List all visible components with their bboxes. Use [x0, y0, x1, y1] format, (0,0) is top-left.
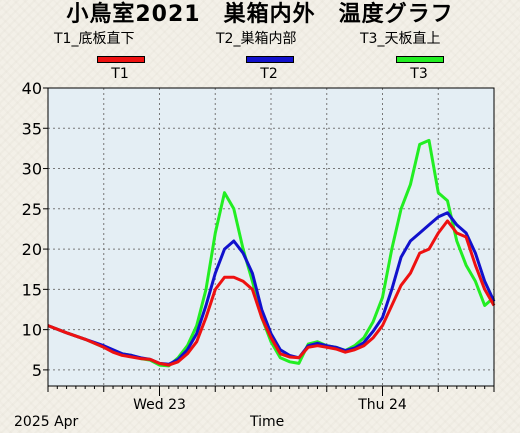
x-tick-label: Thu 24	[357, 397, 407, 413]
y-tick-label: 20	[22, 240, 42, 259]
legend-key-t1: T1	[111, 66, 129, 82]
x-tick-label: Wed 23	[133, 397, 186, 413]
y-tick-label: 5	[32, 361, 42, 380]
legend-label-t2: T2_巣箱内部	[216, 31, 297, 47]
legend-swatch-t1	[97, 56, 145, 63]
legend-key-t2: T2	[260, 66, 278, 82]
chart-title: 小鳥室2021 巣箱内外 温度グラフ	[66, 2, 454, 27]
legend-swatch-t2	[246, 56, 294, 63]
plot-frame	[47, 87, 495, 387]
legend-label-t1: T1_底板直下	[54, 31, 135, 47]
legend-label-t3: T3_天板直上	[360, 31, 441, 47]
y-tick-label: 35	[22, 119, 42, 138]
y-tick-label: 40	[22, 79, 42, 98]
y-tick-label: 10	[22, 321, 42, 340]
y-tick-label: 25	[22, 200, 42, 219]
legend-swatch-t3	[396, 56, 444, 63]
series-line-t1	[47, 219, 496, 367]
date-label: 2025 Apr	[14, 414, 79, 430]
y-tick-label: 30	[22, 160, 42, 179]
y-tick-label: 15	[22, 280, 42, 299]
legend-key-t3: T3	[410, 66, 428, 82]
x-axis-label: Time	[250, 414, 285, 430]
